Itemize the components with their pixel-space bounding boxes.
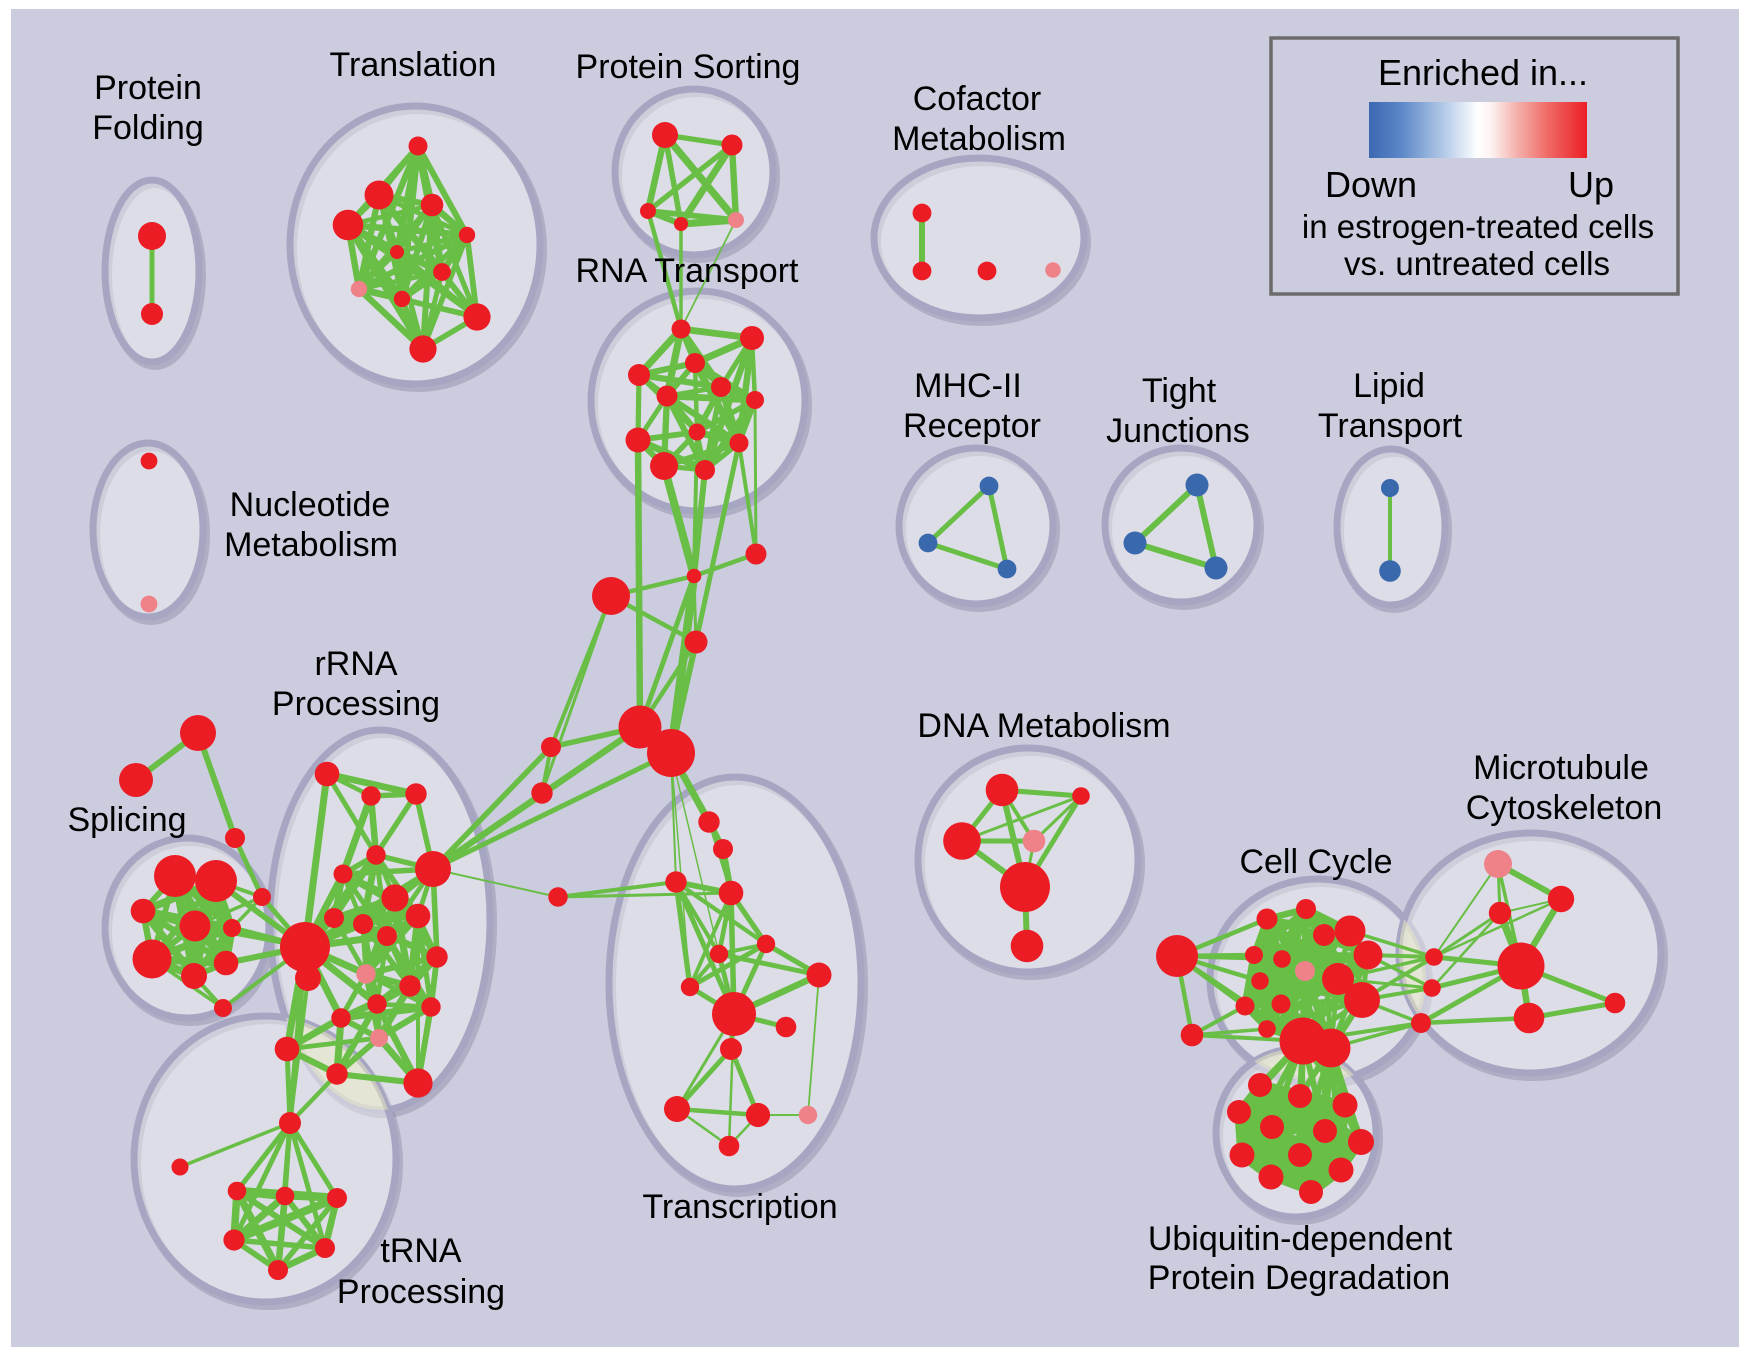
svg-text:Receptor: Receptor	[903, 407, 1041, 445]
svg-text:Junctions: Junctions	[1106, 412, 1250, 450]
svg-text:Processing: Processing	[337, 1273, 505, 1311]
svg-text:RNA Transport: RNA Transport	[576, 252, 800, 290]
svg-text:Transport: Transport	[1318, 407, 1463, 445]
svg-text:MHC-II: MHC-II	[914, 367, 1022, 405]
svg-text:rRNA: rRNA	[314, 645, 397, 683]
svg-text:Protein Sorting: Protein Sorting	[576, 48, 801, 86]
svg-text:Splicing: Splicing	[67, 801, 186, 839]
svg-text:Metabolism: Metabolism	[224, 526, 398, 564]
svg-text:Cell Cycle: Cell Cycle	[1239, 843, 1392, 881]
svg-text:Processing: Processing	[272, 685, 440, 723]
svg-text:Transcription: Transcription	[642, 1188, 837, 1226]
svg-text:Metabolism: Metabolism	[892, 120, 1066, 158]
svg-text:Folding: Folding	[92, 109, 204, 147]
svg-text:tRNA: tRNA	[380, 1232, 462, 1270]
svg-text:Nucleotide: Nucleotide	[230, 486, 391, 524]
svg-text:Translation: Translation	[330, 46, 497, 84]
svg-text:Cofactor: Cofactor	[913, 80, 1042, 118]
svg-text:Up: Up	[1568, 164, 1614, 205]
svg-text:in estrogen-treated cells: in estrogen-treated cells	[1302, 208, 1654, 245]
svg-text:Protein Degradation: Protein Degradation	[1148, 1259, 1450, 1297]
svg-text:Enriched in...: Enriched in...	[1378, 52, 1588, 93]
svg-text:Protein: Protein	[94, 69, 202, 107]
svg-text:Lipid: Lipid	[1353, 367, 1425, 405]
svg-text:Microtubule: Microtubule	[1473, 749, 1649, 787]
svg-text:vs. untreated cells: vs. untreated cells	[1344, 245, 1610, 282]
svg-text:DNA Metabolism: DNA Metabolism	[917, 707, 1170, 745]
svg-text:Tight: Tight	[1142, 372, 1217, 410]
svg-text:Down: Down	[1325, 164, 1417, 205]
svg-text:Cytoskeleton: Cytoskeleton	[1466, 789, 1663, 827]
svg-text:Ubiquitin-dependent: Ubiquitin-dependent	[1148, 1220, 1453, 1258]
